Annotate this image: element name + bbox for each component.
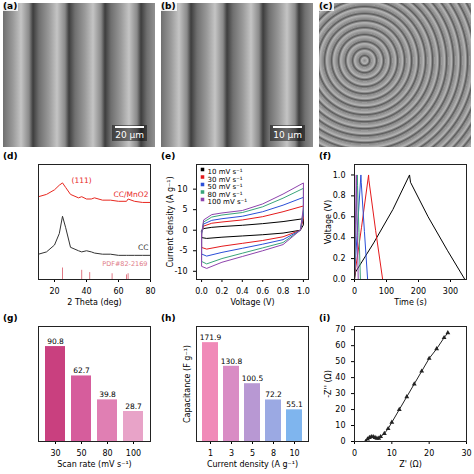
svg-text:130.8: 130.8 <box>221 357 243 366</box>
svg-text:171.9: 171.9 <box>200 333 222 342</box>
svg-text:55.1: 55.1 <box>286 400 303 409</box>
svg-text:0.6: 0.6 <box>256 287 269 296</box>
svg-text:2 Theta (deg): 2 Theta (deg) <box>67 298 121 307</box>
svg-text:0.4: 0.4 <box>236 287 249 296</box>
svg-text:0: 0 <box>352 449 357 458</box>
svg-text:(111): (111) <box>72 176 92 185</box>
svg-text:0.4: 0.4 <box>333 233 346 242</box>
svg-text:30: 30 <box>335 389 345 398</box>
svg-text:0.0: 0.0 <box>195 287 208 296</box>
svg-text:-10: -10 <box>174 267 187 276</box>
svg-text:Capacitance (F g⁻¹): Capacitance (F g⁻¹) <box>183 345 192 423</box>
svg-text:PDF#82-2169: PDF#82-2169 <box>102 260 147 268</box>
svg-text:-5: -5 <box>180 246 188 255</box>
svg-text:40: 40 <box>81 287 91 296</box>
svg-text:30 mV s⁻¹: 30 mV s⁻¹ <box>207 176 243 184</box>
svg-text:CC: CC <box>138 243 148 252</box>
svg-text:0.8: 0.8 <box>277 287 290 296</box>
svg-text:100: 100 <box>126 449 141 458</box>
html-text:(e): (e) <box>161 151 176 161</box>
svg-text:39.8: 39.8 <box>99 390 116 399</box>
svg-text:80: 80 <box>102 449 112 458</box>
svg-text:80 mV s⁻¹: 80 mV s⁻¹ <box>207 191 243 199</box>
html-text:(f): (f) <box>319 151 332 161</box>
svg-text:20: 20 <box>49 287 59 296</box>
svg-text:0.6: 0.6 <box>333 212 346 221</box>
svg-text:0: 0 <box>352 287 357 296</box>
svg-text:62.7: 62.7 <box>73 366 90 375</box>
svg-text:10: 10 <box>335 421 345 430</box>
svg-text:0: 0 <box>340 437 345 446</box>
html-text:(d): (d) <box>3 151 18 161</box>
svg-text:5: 5 <box>250 449 255 458</box>
svg-text:-Z'' (Ω): -Z'' (Ω) <box>324 370 333 398</box>
svg-text:70: 70 <box>335 325 345 334</box>
svg-text:20: 20 <box>424 449 434 458</box>
html-text:(a): (a) <box>3 1 18 11</box>
svg-text:100 mV s⁻¹: 100 mV s⁻¹ <box>208 198 248 206</box>
svg-text:20: 20 <box>335 405 345 414</box>
svg-text:0.0: 0.0 <box>333 275 346 284</box>
svg-text:Current density (A g⁻¹): Current density (A g⁻¹) <box>207 460 298 469</box>
svg-text:CC/MnO2: CC/MnO2 <box>114 190 149 199</box>
svg-text:0.2: 0.2 <box>333 254 346 263</box>
svg-text:40: 40 <box>335 373 345 382</box>
svg-text:5: 5 <box>182 205 187 214</box>
svg-text:Voltage (V): Voltage (V) <box>230 298 274 307</box>
html-text:(c): (c) <box>319 1 333 11</box>
svg-text:1.0: 1.0 <box>297 287 310 296</box>
svg-text:Scan rate (mV s⁻¹): Scan rate (mV s⁻¹) <box>57 460 131 469</box>
svg-text:72.2: 72.2 <box>265 390 282 399</box>
svg-text:1.0: 1.0 <box>333 171 346 180</box>
html-text:(h): (h) <box>161 313 176 323</box>
svg-text:50 mV s⁻¹: 50 mV s⁻¹ <box>207 183 243 192</box>
svg-text:28.7: 28.7 <box>125 402 142 411</box>
svg-text:200: 200 <box>411 287 426 296</box>
svg-text:10: 10 <box>177 185 187 194</box>
svg-text:8: 8 <box>271 449 276 458</box>
svg-text:Z' (Ω): Z' (Ω) <box>399 460 422 469</box>
svg-text:300: 300 <box>443 287 458 296</box>
svg-text:0.2: 0.2 <box>216 287 229 296</box>
svg-text:50: 50 <box>76 449 86 458</box>
svg-text:100.5: 100.5 <box>242 374 264 383</box>
svg-text:100: 100 <box>379 287 394 296</box>
svg-text:0.8: 0.8 <box>333 191 346 200</box>
html-text:(g): (g) <box>3 313 18 323</box>
svg-text:60: 60 <box>335 341 345 350</box>
svg-text:Current density (A g⁻¹): Current density (A g⁻¹) <box>166 176 175 267</box>
html-text:(i): (i) <box>319 313 331 323</box>
svg-text:30: 30 <box>50 449 60 458</box>
html-text:10 μm: 10 μm <box>273 130 302 140</box>
svg-text:90.8: 90.8 <box>47 337 64 346</box>
svg-text:60: 60 <box>113 287 123 296</box>
svg-text:0: 0 <box>182 226 187 235</box>
svg-text:1: 1 <box>208 449 213 458</box>
svg-text:Time (s): Time (s) <box>393 298 427 307</box>
html-text:20 μm: 20 μm <box>115 130 144 140</box>
svg-text:10: 10 <box>387 449 397 458</box>
svg-text:3: 3 <box>229 449 234 458</box>
svg-text:10 mV s⁻¹: 10 mV s⁻¹ <box>207 168 243 177</box>
svg-text:Voltage (V): Voltage (V) <box>324 200 333 244</box>
html-text:(b): (b) <box>161 1 176 11</box>
svg-text:80: 80 <box>145 287 155 296</box>
svg-text:50: 50 <box>335 357 345 366</box>
svg-text:10: 10 <box>289 449 299 458</box>
svg-text:30: 30 <box>461 449 471 458</box>
